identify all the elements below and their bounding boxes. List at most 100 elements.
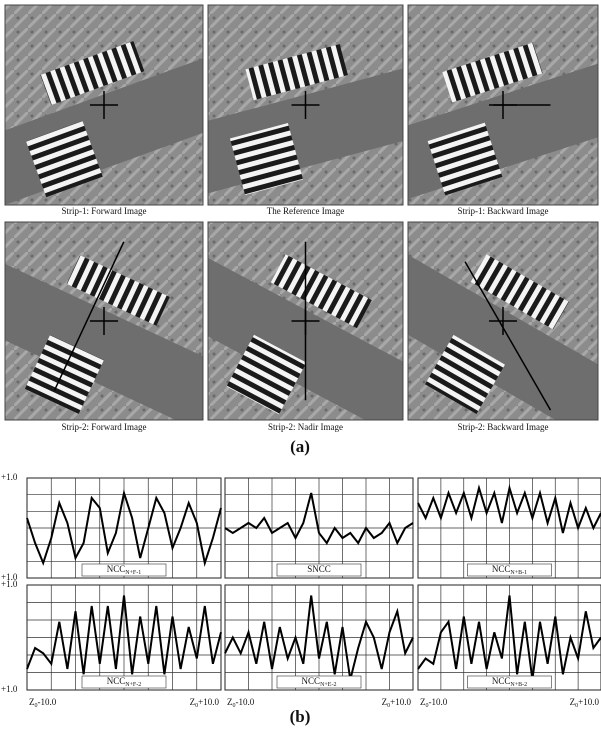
epipolar-line	[464, 261, 552, 411]
y-label: +1.0	[1, 579, 18, 589]
road	[5, 253, 203, 420]
photo	[4, 221, 204, 421]
road	[208, 247, 403, 420]
x-label-sub: 0	[575, 703, 578, 709]
x-label-rest: -10.0	[236, 697, 255, 707]
crosswalk	[24, 334, 104, 414]
curve-label: NCCN+E-2	[302, 676, 337, 688]
curve-label-bg	[467, 675, 552, 689]
x-label-rest: -10.0	[38, 697, 57, 707]
x-label: Z0-10.0	[420, 697, 448, 709]
curve-label: NCCN+B-2	[492, 676, 527, 688]
correlation-curve	[26, 595, 222, 675]
photo	[407, 4, 599, 206]
x-label-main: Z	[382, 697, 388, 707]
crosswalk	[425, 334, 505, 414]
curve-label: NCCN+F-2	[107, 676, 142, 688]
x-label: Z0-10.0	[29, 697, 57, 709]
crosswalk	[427, 122, 503, 196]
curve-label-main: NCC	[492, 676, 511, 686]
crosswalk	[245, 44, 348, 101]
x-label-sub: 0	[387, 703, 390, 709]
correlation-curve	[417, 484, 601, 534]
photo-border	[4, 4, 204, 206]
curve-label-bg	[276, 563, 362, 577]
caption: Strip-1: Backward Image	[458, 206, 549, 216]
x-label-rest: -10.0	[429, 697, 448, 707]
curve-label-sub: N+F-2	[125, 682, 141, 688]
curve-label-main: NCC	[107, 564, 126, 574]
curve-label-sub: N+E-2	[320, 682, 336, 688]
x-label: Z0+10.0	[570, 697, 600, 709]
correlation-curve	[26, 489, 222, 567]
curve-label-bg	[81, 675, 167, 689]
photo	[207, 4, 404, 206]
photo-content	[408, 222, 598, 420]
x-label-main: Z	[190, 697, 196, 707]
x-label-main: Z	[227, 697, 233, 707]
crosswalk	[270, 254, 372, 329]
crosswalk	[470, 254, 569, 330]
photo-content	[408, 5, 598, 205]
caption: Strip-2: Nadir Image	[268, 422, 343, 432]
correlation-curve	[224, 492, 414, 546]
figure-b-label: (b)	[290, 707, 311, 726]
curve-label-sub: N+F-1	[125, 570, 141, 576]
crosswalk	[40, 41, 145, 106]
x-label-main: Z	[29, 697, 35, 707]
caption: Strip-1: Forward Image	[62, 206, 147, 216]
correlation-curve	[224, 595, 414, 680]
x-label: Z0-10.0	[227, 697, 255, 709]
x-label-sub: 0	[35, 703, 38, 709]
caption: Strip-2: Backward Image	[458, 422, 549, 432]
photo	[407, 221, 599, 421]
caption: The Reference Image	[267, 206, 344, 216]
x-label: Z0+10.0	[190, 697, 220, 709]
y-label: +1.0	[1, 572, 18, 582]
curve-label-bg	[81, 563, 167, 577]
curve-label: NCCN+B-1	[492, 564, 527, 576]
curve-label-main: NCC	[107, 676, 126, 686]
correlation-curve	[417, 595, 601, 680]
x-label-sub: 0	[426, 703, 429, 709]
photo-border	[4, 221, 204, 421]
x-label-rest: +10.0	[198, 697, 219, 707]
y-label: +1.0	[1, 684, 18, 694]
road	[408, 244, 598, 420]
caption: Strip-2: Forward Image	[62, 422, 147, 432]
figure-a-label: (a)	[290, 437, 310, 456]
x-label: Z0+10.0	[382, 697, 412, 709]
x-label-rest: +10.0	[578, 697, 599, 707]
curve-label-main: NCC	[302, 676, 321, 686]
x-label-rest: +10.0	[390, 697, 411, 707]
curve-label-sub: N+B-1	[510, 570, 527, 576]
photo-content	[208, 5, 403, 205]
crosswalk	[229, 122, 304, 196]
epipolar-line	[53, 241, 125, 391]
photo	[207, 221, 404, 421]
photo	[4, 4, 204, 206]
photo-content	[5, 222, 203, 420]
crosswalk	[26, 120, 103, 198]
photo-border	[207, 4, 404, 206]
curve-label-main: NCC	[492, 564, 511, 574]
curve-label: SNCC	[307, 564, 331, 574]
x-label-sub: 0	[233, 703, 236, 709]
photo-content	[5, 5, 203, 205]
curve-label-main: SNCC	[307, 564, 331, 574]
photo-content	[208, 222, 403, 420]
crosswalk	[66, 255, 170, 326]
curve-label-bg	[276, 675, 362, 689]
photo-border	[207, 221, 404, 421]
x-label-main: Z	[570, 697, 576, 707]
x-label-sub: 0	[195, 703, 198, 709]
photo-border	[407, 4, 599, 206]
crosswalk	[226, 334, 307, 415]
curve-label-bg	[467, 563, 552, 577]
photo-border	[407, 221, 599, 421]
curve-label-sub: N+B-2	[510, 682, 527, 688]
crosswalk	[442, 42, 543, 103]
x-label-main: Z	[420, 697, 426, 707]
